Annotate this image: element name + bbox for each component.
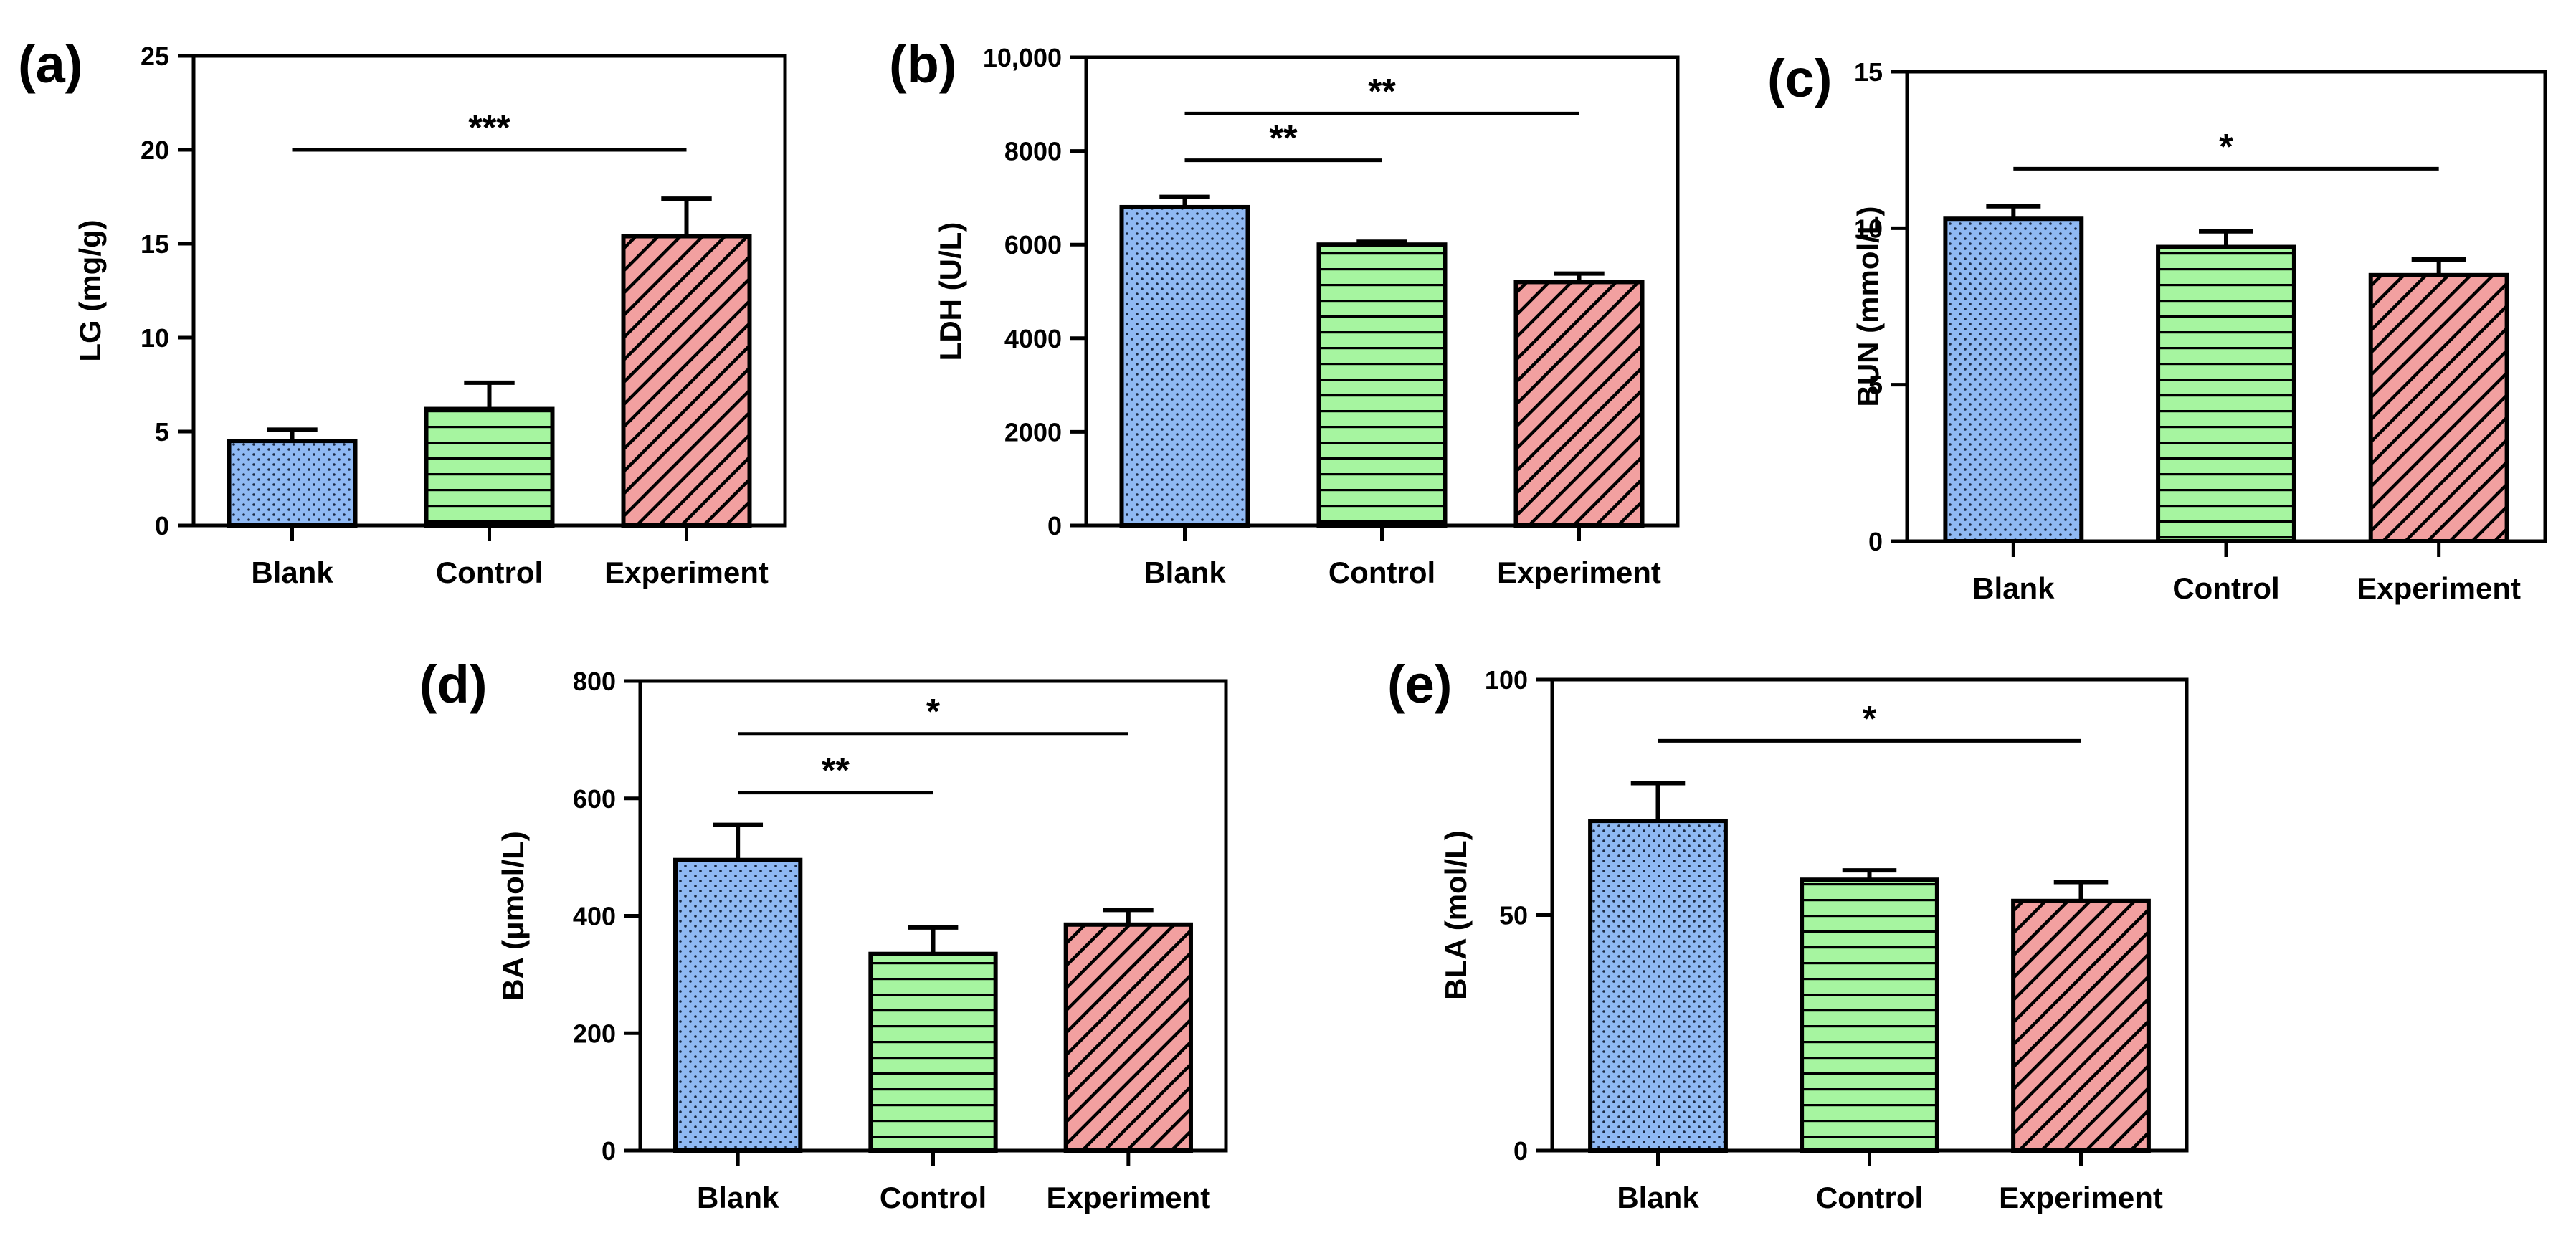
y-axis-title: LG (mg/g): [73, 219, 107, 361]
bar-blank: [1588, 819, 1728, 1153]
category-label: Blank: [1617, 1181, 1699, 1214]
panel-letter: (d): [419, 654, 488, 714]
y-tick-label: 5: [1868, 371, 1883, 400]
y-tick-label: 0: [155, 511, 169, 541]
category-label: Control: [1816, 1181, 1923, 1214]
category-label: Blank: [251, 556, 333, 589]
bar-control: [1316, 242, 1448, 528]
panel-letter: (a): [18, 34, 82, 94]
panel-letter: (c): [1767, 49, 1832, 108]
y-tick-label: 50: [1499, 901, 1528, 930]
significance-label: **: [822, 751, 850, 791]
bar-experiment: [621, 234, 752, 528]
category-label: Control: [2172, 571, 2279, 605]
significance-label: *: [2219, 126, 2233, 166]
y-tick-label: 15: [1854, 57, 1883, 87]
y-axis-title: BA (μmol/L): [496, 831, 530, 1000]
panel-d: (d) BA (μmol/L) Blank Control Experiment 0 200…: [419, 654, 1228, 1214]
panel-c: (c) BUN (mmol/L) Blank Control Experiment 0 5 1…: [1767, 49, 2547, 605]
y-tick-label: 400: [573, 902, 616, 931]
y-tick-label: 10,000: [983, 43, 1062, 72]
category-label: Control: [1329, 556, 1435, 589]
significance-label: *: [1863, 698, 1877, 738]
bar-blank: [673, 857, 803, 1153]
category-label: Control: [880, 1181, 987, 1214]
category-label: Experiment: [1046, 1181, 1210, 1214]
bar-control: [1800, 877, 1939, 1153]
category-label: Experiment: [1999, 1181, 2163, 1214]
bar-control: [424, 406, 555, 528]
y-axis-title: BLA (mol/L): [1439, 830, 1473, 999]
bar-control: [2156, 244, 2296, 543]
category-label: Blank: [1972, 571, 2055, 605]
y-tick-label: 25: [141, 42, 169, 71]
significance-label: *: [926, 692, 941, 732]
significance-label: ***: [468, 108, 510, 148]
panel-letter: (e): [1387, 654, 1452, 714]
y-tick-label: 20: [141, 135, 169, 165]
significance-label: **: [1270, 118, 1298, 158]
y-tick-label: 5: [155, 417, 169, 447]
y-tick-label: 100: [1485, 665, 1528, 695]
y-tick-label: 0: [602, 1136, 616, 1166]
bar-blank: [1119, 204, 1250, 528]
y-tick-label: 15: [141, 229, 169, 259]
bar-experiment: [2368, 272, 2509, 543]
y-tick-label: 600: [573, 784, 616, 814]
category-label: Blank: [1144, 556, 1226, 589]
bar-blank: [227, 439, 358, 528]
y-tick-label: 800: [573, 667, 616, 696]
category-label: Experiment: [604, 556, 769, 589]
y-tick-label: 10: [141, 323, 169, 353]
y-tick-label: 8000: [1004, 137, 1062, 166]
y-axis-title: LDH (U/L): [933, 222, 967, 361]
y-tick-label: 200: [573, 1019, 616, 1048]
y-tick-label: 0: [1047, 511, 1062, 541]
bar-experiment: [2011, 898, 2151, 1153]
significance-label: **: [1368, 71, 1396, 111]
bar-experiment: [1513, 280, 1645, 528]
category-label: Experiment: [2357, 571, 2521, 605]
y-tick-label: 2000: [1004, 417, 1062, 447]
panel-b: (b) LDH (U/L) Blank Control Experiment 0 2000 4…: [889, 34, 1680, 589]
category-label: Blank: [697, 1181, 779, 1214]
panel-a: (a) LG (mg/g) Blank Control Experiment 0 5 10 15…: [18, 34, 787, 589]
bar-control: [868, 951, 998, 1153]
y-tick-label: 10: [1854, 214, 1883, 243]
bar-experiment: [1063, 922, 1193, 1153]
y-tick-label: 6000: [1004, 230, 1062, 260]
y-axis-title: BUN (mmol/L): [1851, 206, 1885, 407]
panel-letter: (b): [889, 34, 957, 94]
y-tick-label: 0: [1868, 527, 1883, 556]
category-label: Control: [436, 556, 543, 589]
y-tick-label: 4000: [1004, 324, 1062, 353]
category-label: Experiment: [1497, 556, 1661, 589]
panel-e: (e) BLA (mol/L) Blank Control Experiment 0 50 1…: [1387, 654, 2189, 1214]
y-tick-label: 0: [1513, 1136, 1528, 1166]
bar-blank: [1943, 216, 2084, 543]
